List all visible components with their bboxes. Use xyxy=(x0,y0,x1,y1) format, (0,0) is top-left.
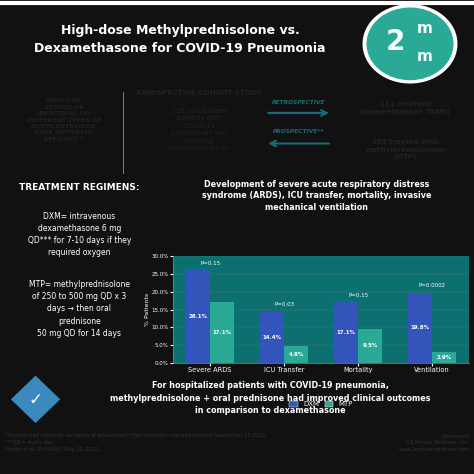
Text: 17.1%: 17.1% xyxy=(337,330,356,335)
Legend: DXM, MTP: DXM, MTP xyxy=(286,398,356,410)
Text: @2minmed
©2 Minute Medicine, Inc.
www.2minutemedicine.com: @2minmed ©2 Minute Medicine, Inc. www.2m… xyxy=(399,433,469,452)
Text: P=0.0002: P=0.0002 xyxy=(419,283,446,288)
Text: TREATMENT REGIMENS:: TREATMENT REGIMENS: xyxy=(19,183,140,192)
Text: 216 hospitalized
patients with
COVID-19
pneumonia* and
receiving
supplementary O: 216 hospitalized patients with COVID-19 … xyxy=(169,108,229,151)
Circle shape xyxy=(363,5,457,83)
Text: RETROSPECTIVE: RETROSPECTIVE xyxy=(272,100,325,105)
Text: 111 received
dexamethasone (DXM): 111 received dexamethasone (DXM) xyxy=(360,101,450,115)
Text: 4.8%: 4.8% xyxy=(288,352,304,356)
Text: High-dose Methylprednisolone vs.
Dexamethasone for COVID-19 Pneumonia: High-dose Methylprednisolone vs. Dexamet… xyxy=(35,24,326,55)
Text: 9.5%: 9.5% xyxy=(362,343,378,348)
Bar xyxy=(409,292,432,363)
Text: 2: 2 xyxy=(385,28,405,56)
Text: 2.9%: 2.9% xyxy=(437,355,452,360)
Text: 26.1%: 26.1% xyxy=(189,314,208,319)
Text: P=0.15: P=0.15 xyxy=(348,293,368,298)
Text: For hospitalized patients with COVID-19 pneumonia,
methylprednisolone + oral pre: For hospitalized patients with COVID-19 … xyxy=(110,381,430,415)
Bar xyxy=(186,270,210,363)
Bar xyxy=(432,352,456,363)
Text: 14.4%: 14.4% xyxy=(263,335,282,340)
Bar xyxy=(335,302,358,363)
Text: SARS-CoV-
2/COVID-19
INFECTION: DO
DIFFERENT TYPES OF
CORTICOSTEROIDS
HAVE DIFFE: SARS-CoV- 2/COVID-19 INFECTION: DO DIFFE… xyxy=(27,99,101,142)
Text: 19.8%: 19.8% xyxy=(410,325,430,330)
Bar xyxy=(358,329,382,363)
Text: DXM= intravenous
dexamethasone 6 mg
QD*** for 7-10 days if they
required oxygen: DXM= intravenous dexamethasone 6 mg QD**… xyxy=(27,212,131,257)
Y-axis label: % Patients: % Patients xyxy=(145,293,150,326)
Text: 17.1%: 17.1% xyxy=(212,330,231,335)
Text: *Patients had radiologic evidence of pneumonia**The institution changed protocol: *Patients had radiologic evidence of pne… xyxy=(5,433,266,452)
Text: Development of severe acute respiratory distress
syndrome (ARDS), ICU transfer, : Development of severe acute respiratory … xyxy=(201,180,431,211)
Text: m: m xyxy=(417,49,433,64)
Text: m: m xyxy=(417,21,433,36)
Bar xyxy=(284,346,308,363)
Text: 105 treated with
methylprednisolone
(MTP): 105 treated with methylprednisolone (MTP… xyxy=(365,139,445,160)
Text: P=0.15: P=0.15 xyxy=(200,261,220,266)
Bar xyxy=(261,311,284,363)
Text: PROSPECTIVE**: PROSPECTIVE** xyxy=(273,129,324,134)
Circle shape xyxy=(367,8,453,80)
Polygon shape xyxy=(11,375,60,423)
Text: MTP= methylprednisolone
of 250 to 500 mg QD x 3
days → then oral
prednisone
50 m: MTP= methylprednisolone of 250 to 500 mg… xyxy=(29,280,130,338)
Bar xyxy=(210,302,234,363)
Text: AMBISPECTIVE COHORT STUDY: AMBISPECTIVE COHORT STUDY xyxy=(136,91,262,96)
Text: P=0.03: P=0.03 xyxy=(274,302,294,308)
Text: ✓: ✓ xyxy=(28,391,43,408)
